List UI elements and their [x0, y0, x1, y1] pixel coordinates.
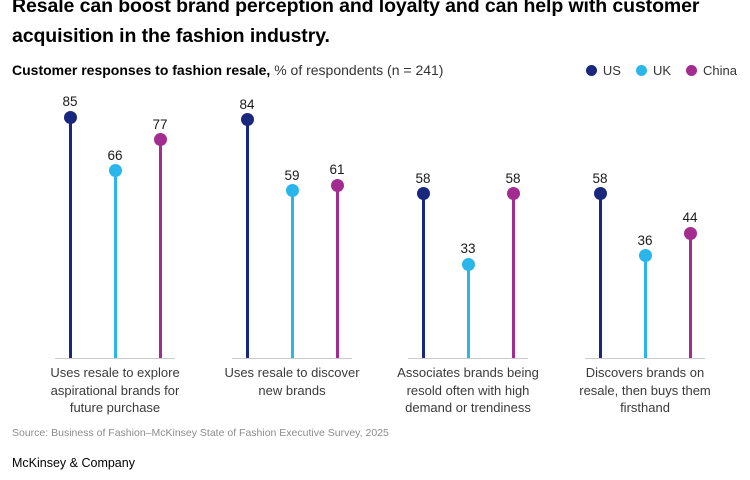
value-label: 61: [329, 162, 345, 178]
category-label: Discovers brands on resale, then buys th…: [579, 365, 711, 415]
page-title-line1: Resale can boost brand perception and lo…: [12, 0, 700, 17]
value-label: 44: [682, 210, 698, 226]
value-label: 58: [415, 170, 431, 186]
lollipop-stem-china: [335, 185, 339, 358]
legend-dot-icon-china: [686, 64, 698, 76]
page-title-line2: acquisition in the fashion industry.: [12, 25, 330, 47]
legend-item-uk: UK: [635, 62, 672, 78]
chart-group: 58 33 58 Associates brands being resold oft…: [388, 92, 548, 417]
legend: US UK China: [585, 62, 737, 78]
chart-subtitle: Customer responses to fashion resale, % …: [12, 62, 443, 78]
legend-dot-icon-uk: [635, 64, 647, 76]
mckinsey-wordmark: McKinsey & Company: [12, 456, 135, 470]
lollipop-stem-us: [68, 117, 72, 358]
lollipop-dot-china: [506, 187, 520, 201]
chart-group: 85 66 77 Uses resale to explore aspirationa…: [35, 92, 195, 417]
source-note: Source: Business of Fashion–McKinsey Sta…: [12, 427, 389, 439]
baseline: [232, 358, 352, 359]
lollipop-dot-us: [63, 110, 77, 124]
legend-label-china: China: [703, 62, 737, 78]
lollipop-dot-us: [416, 187, 430, 201]
value-label: 58: [505, 170, 521, 186]
legend-label-uk: UK: [652, 62, 672, 78]
chart-group-plot: 84 59 61: [212, 92, 372, 358]
legend-item-china: China: [686, 63, 737, 78]
lollipop-dot-uk: [285, 184, 299, 198]
legend-label-us: US: [602, 62, 621, 78]
chart-group-plot: 58 36 44: [565, 92, 725, 358]
lollipop-stem-us: [598, 193, 602, 358]
value-label: 84: [239, 96, 255, 112]
page-title: Resale can boost brand perception and lo…: [12, 0, 750, 51]
value-label: 77: [152, 116, 168, 132]
value-label: 66: [107, 147, 123, 163]
category-label: Associates brands being resold often wit…: [397, 365, 539, 415]
lollipop-stem-us: [245, 119, 249, 358]
lollipop-dot-china: [153, 133, 167, 147]
chart-header-row: Customer responses to fashion resale, % …: [12, 59, 737, 81]
chart-group: 84 59 61 Uses resale to discover new brands: [212, 92, 372, 399]
lollipop-stem-uk: [113, 170, 117, 358]
lollipop-stem-china: [158, 139, 162, 358]
lollipop-dot-us: [240, 113, 254, 127]
lollipop-stem-uk: [466, 264, 470, 358]
lollipop-dot-china: [683, 226, 697, 240]
value-label: 36: [637, 232, 653, 248]
baseline: [585, 358, 705, 359]
chart-group: 58 36 44 Discovers brands on resale, then b…: [565, 92, 725, 417]
value-label: 58: [592, 170, 608, 186]
value-label: 85: [62, 94, 78, 110]
lollipop-stem-china: [511, 193, 515, 358]
chart-group-plot: 85 66 77: [35, 92, 195, 358]
baseline: [55, 358, 175, 359]
chart: 85 66 77 Uses resale to explore aspirationa…: [0, 92, 750, 432]
category-label: Uses resale to explore aspirational bran…: [50, 365, 180, 415]
lollipop-dot-china: [330, 178, 344, 192]
lollipop-stem-china: [688, 233, 692, 358]
baseline: [408, 358, 528, 359]
chart-group-plot: 58 33 58: [388, 92, 548, 358]
value-label: 33: [460, 241, 476, 257]
legend-dot-icon-us: [585, 64, 597, 76]
lollipop-dot-uk: [461, 257, 475, 271]
lollipop-dot-uk: [108, 164, 122, 178]
lollipop-stem-uk: [290, 190, 294, 358]
lollipop-stem-uk: [643, 255, 647, 358]
lollipop-stem-us: [421, 193, 425, 358]
category-label: Uses resale to discover new brands: [224, 365, 360, 398]
legend-item-us: US: [585, 62, 621, 78]
value-label: 59: [284, 167, 300, 183]
lollipop-dot-us: [593, 187, 607, 201]
chart-subtitle-rest: % of respondents (n = 241): [270, 62, 444, 78]
chart-subtitle-bold: Customer responses to fashion resale,: [12, 62, 271, 78]
lollipop-dot-uk: [638, 249, 652, 263]
